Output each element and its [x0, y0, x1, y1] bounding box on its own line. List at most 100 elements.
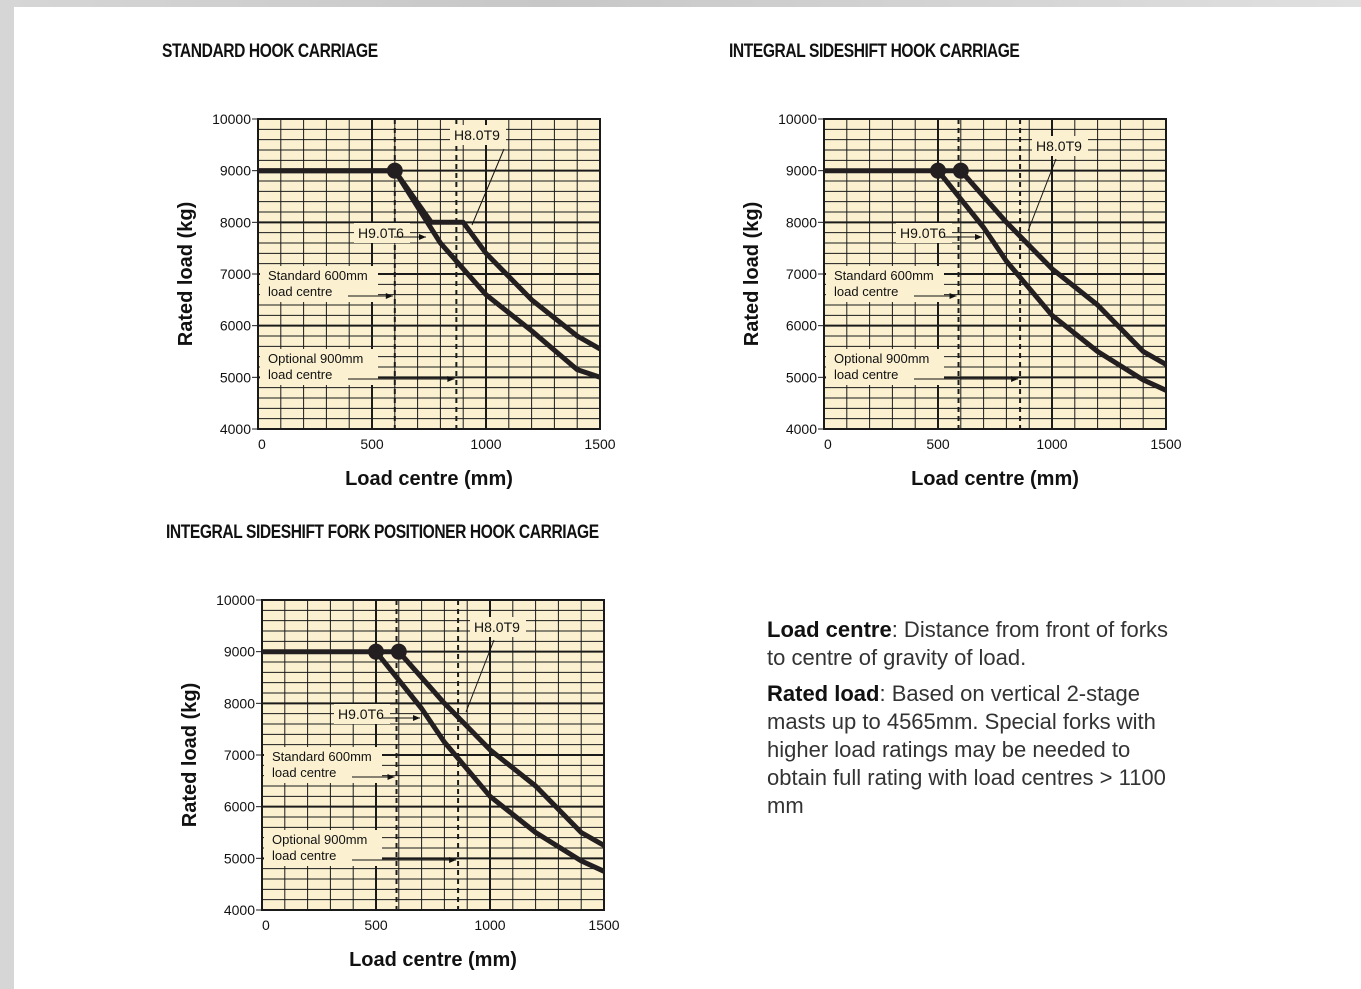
series-label-h9-0t6: H9.0T6	[896, 223, 982, 243]
data-point-marker	[390, 643, 407, 660]
series-label-text: H8.0T9	[454, 127, 500, 143]
reference-arrowhead	[387, 774, 395, 780]
note-rated-load-text: : Based on vertical 2-stage masts up to …	[767, 681, 1166, 818]
x-tick-label: 1500	[1150, 436, 1181, 452]
x-axis-label: Load centre (mm)	[911, 468, 1079, 490]
reference-arrowhead	[449, 857, 457, 863]
series-label-text: H8.0T9	[1036, 138, 1082, 154]
series-label-h8-0t9: H8.0T9	[450, 125, 506, 226]
reference-label-text: Standard 600mm	[834, 268, 934, 283]
x-tick-label: 0	[262, 917, 270, 933]
series-label-arrow	[471, 148, 505, 226]
x-tick-label: 500	[926, 436, 950, 452]
x-tick-label: 0	[824, 436, 832, 452]
y-tick-label: 4000	[220, 421, 251, 437]
notes-panel: Load centre: Distance from front of fork…	[767, 616, 1187, 828]
x-tick-label: 500	[360, 436, 384, 452]
y-tick-label: 4000	[224, 902, 255, 918]
reference-label-text: Optional 900mm	[272, 832, 367, 847]
y-tick-label: 5000	[224, 850, 255, 866]
series-label-bg	[354, 223, 410, 243]
reference-arrowhead	[447, 376, 455, 382]
y-tick-label: 5000	[786, 369, 817, 385]
y-tick-label: 10000	[216, 592, 255, 608]
series-label-h9-0t6: H9.0T6	[354, 223, 426, 243]
x-tick-label: 1000	[1036, 436, 1067, 452]
series-label-arrowhead	[413, 715, 420, 721]
series-line-h9-0t6	[374, 650, 606, 874]
series-label-text: H9.0T6	[358, 225, 404, 241]
reference-label-text: load centre	[834, 367, 898, 382]
chart-integral-sideshift-hook-carriage: 4000 5000 6000 7000 8000 9000 10000 0 500 1000 150…	[741, 111, 1182, 490]
data-point-marker	[952, 162, 969, 179]
reference-label-text: load centre	[268, 284, 332, 299]
note-load-centre-term: Load centre	[767, 617, 892, 642]
y-tick-label: 8000	[786, 214, 817, 230]
reference-label-text: Standard 600mm	[272, 749, 372, 764]
x-tick-label: 1500	[588, 917, 619, 933]
series-label-text: H9.0T6	[338, 706, 384, 722]
brochure-page: STANDARD HOOK CARRIAGE 4000 5000 6000 7000 8…	[14, 7, 1361, 989]
chart-title-fork-positioner: INTEGRAL SIDESHIFT FORK POSITIONER HOOK …	[166, 522, 599, 543]
data-point-marker	[930, 162, 946, 179]
series-label-arrowhead	[419, 234, 426, 240]
chart-fork-positioner-hook-carriage: 4000 5000 6000 7000 8000 9000 10000 0 500 1000 150…	[179, 592, 620, 971]
reference-label-text: Optional 900mm	[834, 351, 929, 366]
series-label-bg	[1032, 136, 1088, 156]
series-label-text: H9.0T6	[900, 225, 946, 241]
x-tick-label: 0	[258, 436, 266, 452]
y-tick-label: 10000	[212, 111, 251, 127]
reference-label-text: load centre	[272, 848, 336, 863]
series-line-h9-0t6	[936, 169, 1168, 393]
y-tick-label: 7000	[786, 266, 817, 282]
y-tick-label: 8000	[224, 695, 255, 711]
y-tick-label: 7000	[220, 266, 251, 282]
note-load-centre-text: : Distance from front of forks to centre…	[767, 617, 1169, 670]
y-tick-label: 10000	[778, 111, 817, 127]
series-label-bg	[470, 617, 526, 637]
series-label-arrow	[1027, 158, 1057, 232]
chart-standard-hook-carriage: 4000 5000 6000 7000 8000 9000 10000 0 500 1000 150…	[175, 111, 616, 490]
y-tick-label: 4000	[786, 421, 817, 437]
series-label-bg	[896, 223, 952, 243]
series-label-arrow	[465, 639, 495, 713]
reference-arrowhead	[385, 293, 393, 299]
y-axis-label: Rated load (kg)	[741, 202, 763, 346]
note-load-centre: Load centre: Distance from front of fork…	[767, 616, 1187, 672]
note-rated-load: Rated load: Based on vertical 2-stage ma…	[767, 680, 1187, 820]
y-tick-label: 6000	[224, 799, 255, 815]
series-label-text: H8.0T9	[474, 619, 520, 635]
y-tick-label: 6000	[786, 318, 817, 334]
series-label-bg	[450, 125, 506, 145]
reference-label-text: load centre	[272, 765, 336, 780]
x-axis-label: Load centre (mm)	[349, 949, 517, 971]
y-axis-label: Rated load (kg)	[179, 683, 201, 827]
reference-arrowhead	[1011, 376, 1019, 382]
y-tick-label: 6000	[220, 318, 251, 334]
reference-label-text: Optional 900mm	[268, 351, 363, 366]
y-axis-label: Rated load (kg)	[175, 202, 197, 346]
reference-label-text: Standard 600mm	[268, 268, 368, 283]
reference-arrowhead	[949, 293, 957, 299]
y-tick-label: 8000	[220, 214, 251, 230]
series-label-bg	[334, 704, 390, 724]
x-axis-label: Load centre (mm)	[345, 468, 513, 490]
series-label-h8-0t9: H8.0T9	[465, 617, 526, 713]
series-label-h9-0t6: H9.0T6	[334, 704, 420, 724]
chart-title-integral-sideshift: INTEGRAL SIDESHIFT HOOK CARRIAGE	[729, 41, 1020, 62]
series-label-arrowhead	[975, 234, 982, 240]
x-tick-label: 1000	[474, 917, 505, 933]
x-tick-label: 500	[364, 917, 388, 933]
reference-label-text: load centre	[268, 367, 332, 382]
y-tick-label: 9000	[786, 163, 817, 179]
y-tick-label: 9000	[220, 163, 251, 179]
reference-label-text: load centre	[834, 284, 898, 299]
series-label-h8-0t9: H8.0T9	[1027, 136, 1088, 232]
chart-title-standard: STANDARD HOOK CARRIAGE	[162, 41, 378, 62]
